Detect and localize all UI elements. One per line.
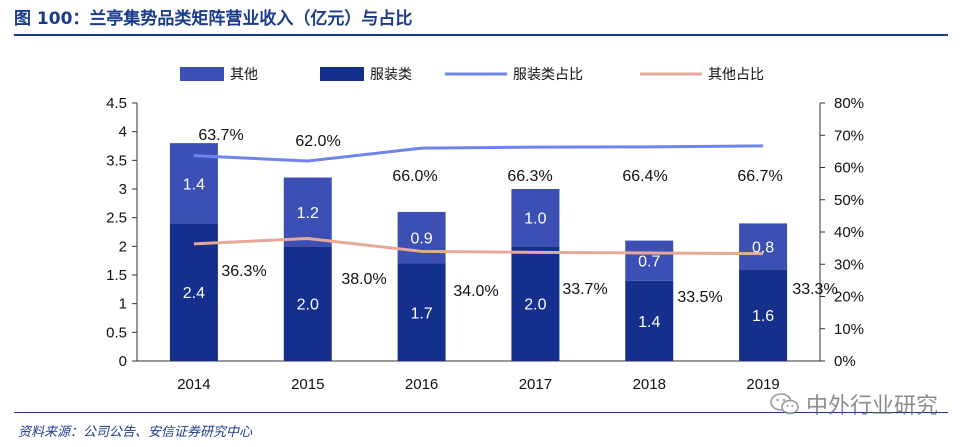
left-tick-label: 4 (119, 124, 127, 141)
right-tick-label: 30% (834, 256, 864, 273)
left-tick-label: 4.5 (106, 95, 127, 112)
legend-label: 服装类 (370, 67, 412, 83)
legend-label: 其他占比 (708, 67, 764, 83)
bar-apparel (739, 269, 788, 361)
line-other-share (193, 236, 764, 256)
x-tick-label: 2018 (633, 376, 666, 393)
figure-title: 图 100：兰亭集势品类矩阵营业收入（亿元）与占比 (14, 9, 413, 29)
bar-apparel (511, 246, 560, 361)
x-tick-label: 2014 (177, 376, 210, 393)
title-rule (14, 34, 948, 36)
left-tick-label: 3 (119, 181, 127, 198)
data-labels: 2.4 1.4 2.0 1.2 1.7 0.9 2.0 1.0 1.4 0.7 1.6 0.8 63.7… (183, 127, 838, 331)
bar-other (397, 211, 446, 264)
line-apparel-share (193, 144, 764, 163)
legend-label: 其他 (230, 67, 258, 83)
bar-value-label: 2.4 (183, 285, 205, 302)
right-tick-label: 70% (834, 127, 864, 144)
bar-apparel (625, 280, 674, 361)
legend-swatch (320, 67, 364, 81)
x-tick-label: 2017 (519, 376, 552, 393)
bar-other (511, 189, 560, 247)
bar-value-label: 1.2 (297, 205, 319, 222)
legend-label: 服装类占比 (513, 67, 583, 83)
right-tick-label: 40% (834, 224, 864, 241)
left-tick-label: 3.5 (106, 152, 127, 169)
bar-apparel (397, 263, 446, 361)
left-tick-label: 2.5 (106, 210, 127, 227)
bar-value-label: 0.8 (752, 239, 774, 256)
left-tick-label: 0.5 (106, 324, 127, 341)
share-value-label: 66.0% (392, 168, 437, 185)
footer-rule (14, 412, 948, 413)
axes: 0 0.5 1 1.5 2 2.5 3 3.5 4 4.5 0% 10% 20% 30% 40% 50% 60%… (106, 95, 864, 393)
bar-value-label: 2.0 (524, 297, 546, 314)
bar-other (625, 240, 674, 281)
legend-swatch (180, 67, 224, 81)
right-tick-label: 0% (834, 353, 856, 370)
share-value-label: 34.0% (453, 283, 498, 300)
bar-apparel (283, 246, 332, 361)
share-value-label: 38.0% (341, 271, 386, 288)
share-value-label: 66.4% (622, 168, 667, 185)
watermark-text: 中外行业研究 (805, 394, 938, 419)
share-value-label: 66.7% (737, 168, 782, 185)
legend: 其他 服装类 服装类占比 其他占比 (180, 67, 764, 83)
x-tick-label: 2016 (405, 376, 438, 393)
bar-other (283, 177, 332, 247)
share-value-label: 62.0% (295, 133, 340, 150)
right-tick-label: 60% (834, 160, 864, 177)
share-value-label: 33.3% (792, 281, 837, 298)
bar-value-label: 2.0 (297, 297, 319, 314)
left-tick-label: 1 (119, 296, 127, 313)
bar-value-label: 1.4 (638, 314, 660, 331)
source-note: 资料来源：公司公告、安信证券研究中心 (18, 425, 253, 440)
bars (169, 143, 788, 361)
left-tick-label: 1.5 (106, 267, 127, 284)
watermark: 中外行业研究 (770, 388, 938, 420)
bar-value-label: 1.7 (410, 305, 432, 322)
bar-value-label: 1.6 (752, 308, 774, 325)
share-value-label: 33.5% (677, 289, 722, 306)
share-value-label: 66.3% (507, 168, 552, 185)
bar-value-label: 1.4 (183, 176, 205, 193)
wechat-icon (770, 393, 799, 415)
right-tick-label: 50% (834, 192, 864, 209)
right-tick-label: 80% (834, 95, 864, 112)
bar-apparel (169, 223, 218, 361)
bar-value-label: 0.9 (410, 231, 432, 248)
share-value-label: 36.3% (221, 263, 266, 280)
lines (193, 144, 764, 256)
right-tick-label: 10% (834, 321, 864, 338)
right-tick-label: 20% (834, 289, 864, 306)
x-tick-label: 2019 (746, 376, 779, 393)
left-tick-label: 0 (119, 353, 127, 370)
bar-value-label: 1.0 (524, 211, 546, 228)
left-tick-label: 2 (119, 238, 127, 255)
share-value-label: 33.7% (562, 281, 607, 298)
bar-other (739, 223, 788, 270)
x-tick-label: 2015 (291, 376, 324, 393)
bar-value-label: 0.7 (638, 254, 660, 271)
share-value-label: 63.7% (198, 127, 243, 144)
